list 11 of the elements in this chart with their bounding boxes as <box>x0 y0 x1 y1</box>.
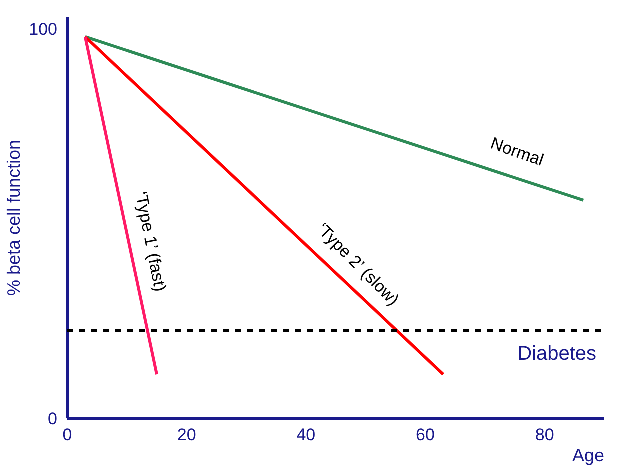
text: ‘Type 1’ (fast) <box>132 190 170 294</box>
x-axis-title: Age <box>572 446 605 465</box>
y-axis-title: % beta cell function <box>4 140 24 296</box>
x-tick-label: 60 <box>416 426 435 444</box>
x-tick-label: 80 <box>535 426 554 444</box>
y-tick-label: 100 <box>29 20 58 40</box>
x-tick-label: 0 <box>62 426 72 444</box>
x-tick-label: 40 <box>296 426 316 444</box>
x-tick-label: 20 <box>177 426 196 444</box>
text: Normal <box>488 134 546 170</box>
ref-line-label: Diabetes <box>518 342 596 365</box>
